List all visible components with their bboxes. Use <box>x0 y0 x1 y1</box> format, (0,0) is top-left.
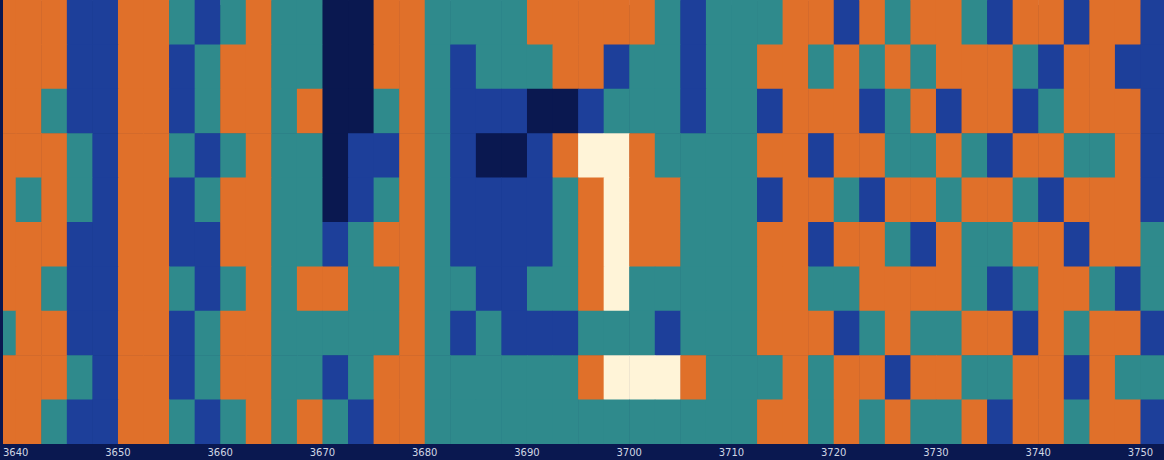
svg-text:3650: 3650 <box>105 447 130 458</box>
svg-text:3710: 3710 <box>719 447 744 458</box>
svg-text:3700: 3700 <box>617 447 642 458</box>
svg-text:3640: 3640 <box>3 447 28 458</box>
svg-text:3730: 3730 <box>923 447 948 458</box>
svg-text:3750: 3750 <box>1128 447 1153 458</box>
svg-text:3670: 3670 <box>310 447 335 458</box>
svg-text:3660: 3660 <box>207 447 232 458</box>
svg-text:3680: 3680 <box>412 447 437 458</box>
svg-text:3720: 3720 <box>821 447 846 458</box>
svg-text:3740: 3740 <box>1026 447 1051 458</box>
svg-text:3690: 3690 <box>514 447 539 458</box>
